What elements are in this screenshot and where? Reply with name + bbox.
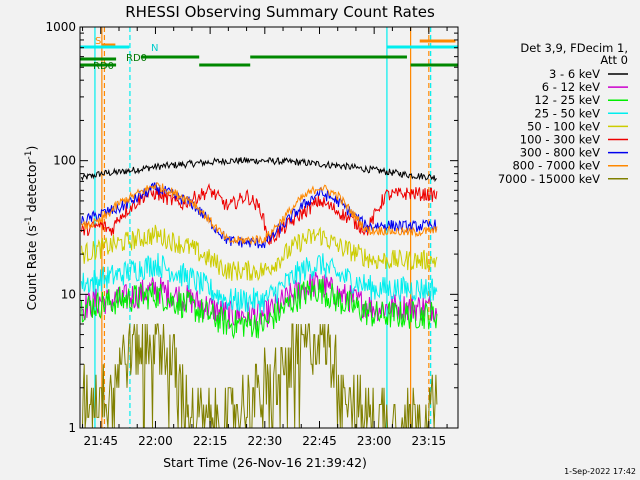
legend-entry-label: 300 - 800 keV [520, 146, 600, 160]
flag-label-s: S [95, 36, 101, 47]
legend-entry-label: 100 - 300 keV [520, 133, 600, 147]
y-label-sup2: -1 [24, 151, 34, 160]
x-tick-label: 23:00 [357, 434, 392, 448]
x-tick-label: 22:15 [193, 434, 228, 448]
x-tick-label: 22:30 [248, 434, 283, 448]
y-label-main: Count Rate (s [24, 225, 39, 310]
chart-title: RHESSI Observing Summary Count Rates [125, 3, 435, 21]
y-tick-label: 100 [53, 154, 76, 168]
series-layer [81, 157, 438, 429]
x-axis-label: Start Time (26-Nov-16 21:39:42) [163, 455, 367, 470]
y-label-sup1: -1 [24, 216, 34, 225]
legend-header: Att 0 [600, 53, 628, 67]
flag-label-rd0-bottom: RD0 [93, 61, 114, 72]
plot-frame [79, 26, 459, 429]
y-label-end: ) [24, 146, 39, 151]
x-tick-label: 23:15 [412, 434, 447, 448]
legend-entry-label: 6 - 12 keV [542, 80, 600, 94]
legend-entry-label: 7000 - 15000 keV [498, 172, 600, 186]
series-line [81, 182, 438, 246]
plot-area [80, 27, 458, 429]
series-line [81, 224, 438, 282]
series-line [81, 253, 438, 314]
generated-timestamp: 1-Sep-2022 17:42 [564, 467, 636, 476]
x-tick-label: 22:45 [302, 434, 337, 448]
axes: 21:45 22:00 22:15 22:30 22:45 23:00 23:15 1 10 10… [45, 20, 458, 448]
legend-entry-label: 3 - 6 keV [549, 67, 600, 81]
series-line [81, 182, 438, 249]
legend-entry-label: 800 - 7000 keV [512, 159, 600, 173]
legend-entry-label: 12 - 25 keV [534, 93, 600, 107]
y-tick-label: 10 [61, 287, 76, 301]
y-axis-label: Count Rate (s-1 detector-1) [24, 146, 39, 311]
flag-label-n: N [151, 43, 158, 54]
y-label-mid: detector [24, 159, 39, 217]
series-line [81, 278, 438, 340]
legend-entry-label: 50 - 100 keV [527, 119, 600, 133]
series-line [81, 157, 438, 183]
y-tick-label: 1000 [45, 20, 76, 34]
x-tick-label: 21:45 [83, 434, 118, 448]
flag-label-rd0-top: RD0 [126, 53, 147, 64]
x-tick-label: 22:00 [138, 434, 173, 448]
y-tick-label: 1 [68, 421, 76, 435]
legend-entry-label: 25 - 50 keV [534, 106, 600, 120]
legend-header: Det 3,9, FDecim 1, [520, 41, 628, 55]
